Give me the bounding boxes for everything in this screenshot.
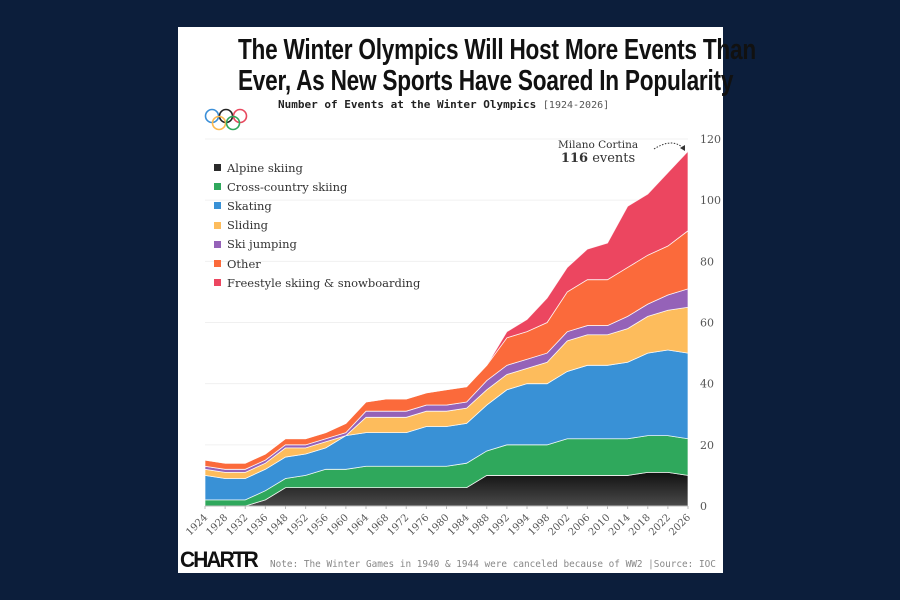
legend: Alpine skiing Cross-country skiing Skating…	[214, 158, 420, 292]
legend-swatch	[214, 240, 221, 248]
area-freestyle-skiing-snowboarding	[204, 150, 689, 464]
legend-label: Skating	[227, 198, 272, 213]
legend-swatch	[214, 164, 221, 172]
legend-swatch	[214, 260, 221, 268]
footer-note: Note: The Winter Games in 1940 & 1944 we…	[270, 559, 716, 570]
x-tick-label: 2026	[667, 512, 693, 538]
chart-title: The Winter Olympics Will Host More Event…	[178, 35, 756, 97]
x-tick-label: 1998	[526, 512, 552, 538]
x-tick-label: 1952	[285, 512, 311, 538]
annotation-arrow	[653, 142, 685, 150]
legend-item: Freestyle skiing & snowboarding	[214, 273, 420, 292]
legend-item: Cross-country skiing	[214, 177, 420, 196]
milano-cortina-annotation: Milano Cortina 116 events	[558, 139, 638, 166]
x-tick-label: 1968	[365, 512, 391, 538]
chart-subtitle: Number of Events at the Winter Olympics …	[278, 98, 609, 111]
legend-label: Alpine skiing	[227, 160, 303, 175]
x-tick-label: 1948	[265, 512, 291, 538]
subtitle-text: Number of Events at the Winter Olympics	[278, 98, 537, 111]
x-tick-label: 1980	[426, 512, 452, 538]
legend-label: Ski jumping	[227, 237, 297, 252]
y-tick-label: 0	[700, 500, 707, 513]
olympic-rings-icon	[204, 108, 248, 131]
y-tick-label: 40	[700, 378, 714, 391]
legend-item: Other	[214, 254, 420, 273]
legend-label: Sliding	[227, 218, 269, 233]
y-tick-label: 120	[700, 133, 721, 146]
x-tick-label: 1972	[386, 512, 412, 538]
annotation-place: Milano Cortina	[558, 139, 639, 151]
legend-item: Alpine skiing	[214, 158, 420, 177]
legend-label: Other	[227, 256, 261, 271]
x-tick-label: 1988	[466, 512, 492, 538]
x-tick-label: 2022	[647, 512, 673, 538]
x-tick-label: 1992	[486, 512, 512, 538]
y-tick-label: 80	[700, 255, 714, 268]
annotation-count: 116	[560, 151, 589, 166]
legend-swatch	[214, 183, 221, 191]
chart-card: The Winter Olympics Will Host More Event…	[178, 27, 756, 573]
x-tick-label: 2014	[607, 512, 633, 538]
legend-swatch	[214, 221, 221, 229]
x-tick-label: 1994	[506, 512, 532, 538]
legend-swatch	[214, 202, 221, 210]
legend-item: Sliding	[214, 216, 420, 235]
legend-label: Cross-country skiing	[227, 179, 348, 194]
x-tick-label: 1956	[305, 512, 331, 538]
legend-item: Ski jumping	[214, 235, 420, 254]
x-tick-label: 1936	[245, 512, 271, 538]
annotation-unit: events	[592, 151, 636, 166]
y-tick-label: 20	[700, 439, 714, 452]
y-tick-label: 100	[700, 194, 721, 207]
legend-label: Freestyle skiing & snowboarding	[227, 275, 421, 290]
annotation-arrowhead-icon	[680, 145, 685, 151]
legend-item: Skating	[214, 196, 420, 215]
x-tick-label: 2010	[587, 512, 613, 538]
x-tick-label: 1928	[204, 512, 230, 538]
x-tick-label: 1960	[325, 512, 351, 538]
x-tick-label: 1976	[406, 512, 432, 538]
x-tick-label: 1984	[446, 512, 472, 538]
legend-swatch	[214, 279, 221, 287]
x-tick-label: 1932	[225, 512, 251, 538]
title-line-2: Ever, As New Sports Have Soared In Popul…	[237, 65, 734, 97]
stacked-area-chart: 0204060801001201924192819321936194819521…	[184, 133, 721, 538]
x-tick-label: 1924	[184, 512, 210, 538]
x-tick-label: 1964	[345, 512, 371, 538]
x-tick-label: 2006	[567, 512, 593, 538]
subtitle-range: [1924-2026]	[542, 100, 610, 111]
y-tick-label: 60	[700, 317, 714, 330]
chartr-logo: CHARTR	[180, 547, 259, 572]
x-tick-label: 2002	[547, 512, 573, 538]
x-tick-label: 2018	[627, 512, 653, 538]
